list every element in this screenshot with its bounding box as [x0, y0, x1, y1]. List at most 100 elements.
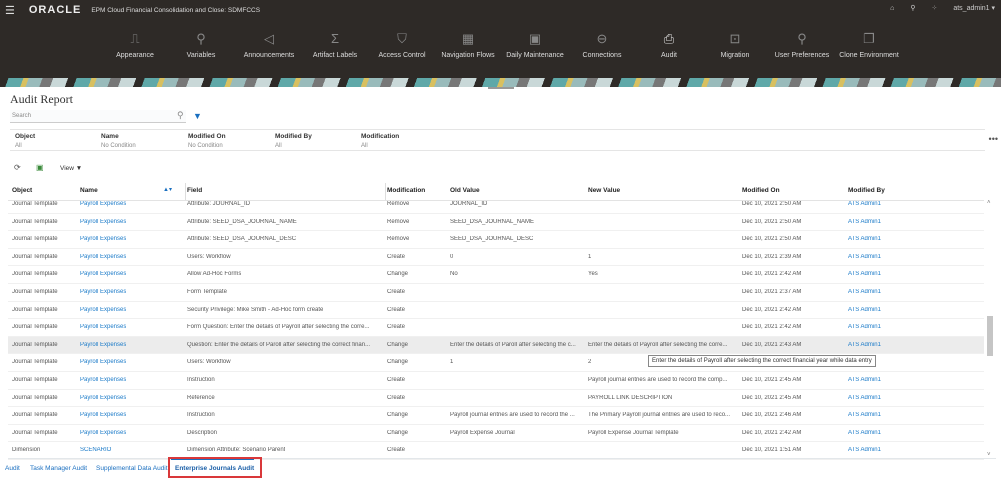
vertical-scrollbar[interactable]: ˄ ˅ [985, 200, 995, 458]
modified-by-link[interactable]: ATS Admin1 [848, 324, 881, 331]
nav-item-artifact-labels[interactable]: Σ Artifact Labels [313, 30, 357, 59]
column-header-new-value[interactable]: New Value [588, 187, 621, 194]
collapse-handle[interactable] [488, 87, 514, 89]
modified-by-link[interactable]: ATS Admin1 [848, 218, 881, 225]
filter-modified-by[interactable]: Modified By All [275, 133, 312, 149]
table-cell: Dec 10, 2021 2:45 AM [742, 377, 802, 383]
home-icon[interactable]: ⌂ [890, 4, 895, 12]
name-link[interactable]: Payroll Expenses [80, 394, 127, 401]
refresh-icon[interactable]: ⟳ [14, 163, 21, 172]
modified-by-link[interactable]: ATS Admin1 [848, 429, 881, 436]
name-link[interactable]: Payroll Expenses [80, 341, 127, 348]
table-row[interactable]: Journal Template Payroll Expenses Instruct… [8, 372, 984, 390]
tab-supplemental-data-audit[interactable]: Supplemental Data Audit [96, 465, 168, 472]
filter-object[interactable]: Object All [15, 133, 35, 149]
table-row[interactable]: Journal Template Payroll Expenses Attribut… [8, 196, 984, 214]
modified-by-link[interactable]: ATS Admin1 [848, 306, 881, 313]
settings-navigation: ⎍ Appearance ⚲ Variables ◁ Announcements Σ Arti… [0, 20, 1001, 78]
nav-item-daily-maintenance[interactable]: ▣ Daily Maintenance [506, 30, 564, 59]
table-row[interactable]: Dimension SCENARIO Dimension Attribute: Sc… [8, 442, 984, 460]
column-resizer[interactable] [185, 183, 186, 200]
sort-icon[interactable]: ▲▾ [163, 187, 172, 193]
filter-name[interactable]: Name No Condition [101, 133, 136, 149]
column-header-modification[interactable]: Modification [387, 187, 426, 194]
name-link[interactable]: Payroll Expenses [80, 377, 127, 383]
connections-icon: ⊖ [596, 31, 608, 46]
scroll-up-icon[interactable]: ˄ [987, 200, 991, 206]
view-menu[interactable]: View ▼ [60, 165, 83, 172]
column-header-field[interactable]: Field [187, 187, 203, 194]
modified-by-link[interactable]: ATS Admin1 [848, 447, 881, 454]
nav-item-navigation-flows[interactable]: ▦ Navigation Flows [441, 30, 494, 59]
nav-item-user-preferences[interactable]: ⚲ User Preferences [775, 30, 829, 59]
tab-task-manager-audit[interactable]: Task Manager Audit [30, 465, 88, 472]
column-header-modified-by[interactable]: Modified By [848, 187, 885, 194]
nav-item-connections[interactable]: ⊖ Connections [583, 30, 622, 59]
name-link[interactable]: Payroll Expenses [80, 236, 127, 243]
filter-modified-on[interactable]: Modified On No Condition [188, 133, 226, 149]
nav-item-migration[interactable]: ⊡ Migration [721, 30, 750, 59]
user-menu[interactable]: ats_admin1 ▾ [953, 5, 995, 12]
table-row[interactable]: Journal Template Payroll Expenses Users: W… [8, 249, 984, 267]
navigator-icon[interactable]: ⁘ [931, 5, 938, 12]
scroll-down-icon[interactable]: ˅ [987, 452, 991, 458]
table-row[interactable]: Journal Template Payroll Expenses Security… [8, 302, 984, 320]
modified-by-link[interactable]: ATS Admin1 [848, 289, 881, 295]
search-input[interactable]: Search [10, 110, 186, 123]
table-row[interactable]: Journal Template Payroll Expenses Descript… [8, 425, 984, 443]
modified-by-link[interactable]: ATS Admin1 [848, 341, 881, 348]
name-link[interactable]: Payroll Expenses [80, 253, 127, 260]
table-row[interactable]: Journal Template Payroll Expenses Form Tem… [8, 284, 984, 302]
name-link[interactable]: Payroll Expenses [80, 359, 127, 366]
name-link[interactable]: Payroll Expenses [80, 324, 127, 331]
nav-item-appearance[interactable]: ⎍ Appearance [116, 30, 154, 59]
export-icon[interactable]: ▣ [36, 163, 44, 172]
modified-by-link[interactable]: ATS Admin1 [848, 394, 881, 401]
modified-by-link[interactable]: ATS Admin1 [848, 412, 881, 419]
column-header-old-value[interactable]: Old Value [450, 187, 480, 194]
table-cell: Remove [387, 201, 410, 207]
table-row[interactable]: Journal Template Payroll Expenses Attribut… [8, 214, 984, 232]
table-cell: Form Template [187, 289, 227, 295]
table-row[interactable]: Journal Template Payroll Expenses Users: W… [8, 354, 984, 372]
name-link[interactable]: Payroll Expenses [80, 289, 127, 295]
table-row[interactable]: Journal Template Payroll Expenses Instruct… [8, 407, 984, 425]
accessibility-icon[interactable]: ⚲ [910, 5, 916, 12]
name-link[interactable]: Payroll Expenses [80, 218, 127, 225]
hamburger-menu-icon[interactable]: ☰ [5, 4, 15, 17]
filter-icon[interactable]: ▼ [193, 111, 202, 121]
modified-by-link[interactable]: ATS Admin1 [848, 201, 881, 207]
scrollbar-thumb[interactable] [987, 316, 993, 356]
column-resizer[interactable] [385, 183, 386, 200]
name-link[interactable]: Payroll Expenses [80, 201, 127, 207]
more-options-icon[interactable]: ••• [988, 134, 998, 144]
name-link[interactable]: Payroll Expenses [80, 306, 127, 313]
tab-enterprise-journals-audit[interactable]: Enterprise Journals Audit [175, 465, 255, 472]
nav-item-audit[interactable]: ⎙ Audit [661, 30, 677, 59]
table-row[interactable]: Journal Template Payroll Expenses Question… [8, 336, 984, 355]
modified-by-link[interactable]: ATS Admin1 [848, 236, 881, 243]
modified-by-link[interactable]: ATS Admin1 [848, 253, 881, 260]
table-row[interactable]: Journal Template Payroll Expenses Attribut… [8, 231, 984, 249]
table-row[interactable]: Journal Template Payroll Expenses Allow Ad… [8, 266, 984, 284]
filter-modification[interactable]: Modification All [361, 133, 399, 149]
modified-by-link[interactable]: ATS Admin1 [848, 271, 881, 278]
table-cell: Remove [387, 218, 410, 225]
name-link[interactable]: Payroll Expenses [80, 429, 127, 436]
nav-item-variables[interactable]: ⚲ Variables [187, 30, 216, 59]
name-link[interactable]: Payroll Expenses [80, 412, 127, 419]
column-header-name[interactable]: Name [80, 187, 98, 194]
nav-item-clone-environment[interactable]: ❐ Clone Environment [839, 30, 899, 59]
search-icon[interactable]: ⚲ [177, 110, 184, 120]
column-header-modified-on[interactable]: Modified On [742, 187, 780, 194]
tab-audit[interactable]: Audit [5, 465, 20, 472]
nav-item-access-control[interactable]: ⛉ Access Control [378, 30, 425, 59]
table-row[interactable]: Journal Template Payroll Expenses Form Que… [8, 319, 984, 337]
modified-by-link[interactable]: ATS Admin1 [848, 377, 881, 383]
artifact-labels-icon: Σ [330, 31, 340, 46]
name-link[interactable]: SCENARIO [80, 447, 112, 454]
table-row[interactable]: Journal Template Payroll Expenses Referenc… [8, 390, 984, 408]
name-link[interactable]: Payroll Expenses [80, 271, 127, 278]
column-header-object[interactable]: Object [12, 187, 33, 194]
nav-item-announcements[interactable]: ◁ Announcements [244, 30, 295, 59]
